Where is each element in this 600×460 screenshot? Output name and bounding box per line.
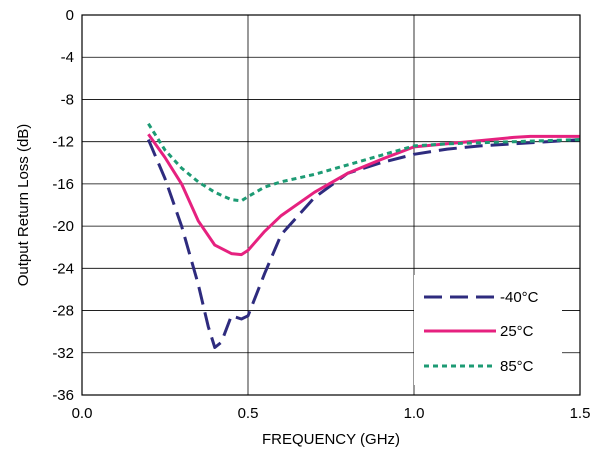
y-tick-label: -4 xyxy=(61,49,74,66)
y-tick-label: -28 xyxy=(52,303,74,320)
y-tick-label: -20 xyxy=(52,218,74,235)
legend-label-1: -40°C xyxy=(500,289,539,306)
y-tick-labels: 0 -4 -8 -12 -16 -20 -24 -28 -32 -36 xyxy=(52,7,74,404)
x-tick-labels: 0.0 0.5 1.0 1.5 xyxy=(72,405,591,422)
series-line-1 xyxy=(147,138,581,349)
y-axis-title: Output Return Loss (dB) xyxy=(15,124,32,287)
y-tick-label: -16 xyxy=(52,176,74,193)
y-tick-label: -12 xyxy=(52,134,74,151)
y-tick-label: -8 xyxy=(61,91,74,108)
series-group xyxy=(147,122,581,349)
x-tick-label: 1.5 xyxy=(570,405,591,422)
y-tick-label: -32 xyxy=(52,345,74,362)
legend: -40°C 25°C 85°C xyxy=(414,275,562,385)
x-axis-title: FREQUENCY (GHz) xyxy=(262,431,400,448)
x-tick-label: 1.0 xyxy=(404,405,425,422)
legend-label-3: 85°C xyxy=(500,358,534,375)
legend-label-2: 25°C xyxy=(500,323,534,340)
series-line-2 xyxy=(147,133,580,257)
series-line-3 xyxy=(147,122,581,203)
plot-frame xyxy=(81,14,581,396)
x-tick-label: 0.5 xyxy=(238,405,259,422)
y-tick-label: -36 xyxy=(52,387,74,404)
y-tick-label: 0 xyxy=(66,7,74,24)
x-tick-label: 0.0 xyxy=(72,405,93,422)
y-tick-label: -24 xyxy=(52,260,74,277)
